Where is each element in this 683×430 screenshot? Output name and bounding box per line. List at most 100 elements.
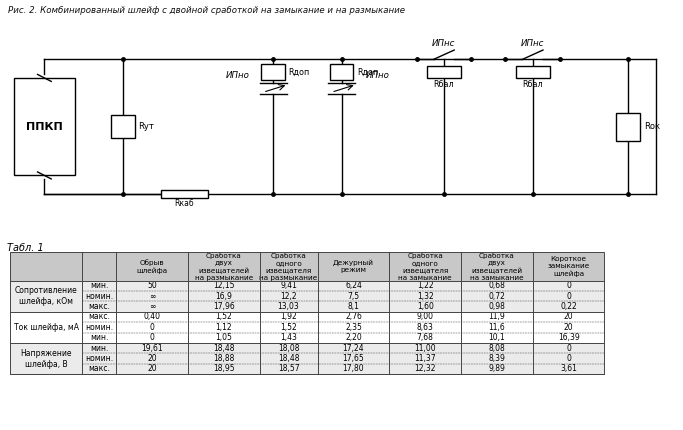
Text: Сработка
одного
извещателя
на размыкание: Сработка одного извещателя на размыкание — [260, 252, 318, 281]
Text: 12,15: 12,15 — [213, 281, 234, 290]
Text: 17,96: 17,96 — [213, 302, 234, 311]
Bar — [261, 64, 285, 80]
Text: номин.: номин. — [85, 292, 113, 301]
Text: 10,1: 10,1 — [488, 333, 505, 342]
Bar — [14, 78, 75, 175]
Text: 0: 0 — [150, 323, 154, 332]
Bar — [330, 64, 354, 80]
Text: 17,24: 17,24 — [343, 344, 364, 353]
Text: мин.: мин. — [90, 344, 108, 353]
Text: ИПно: ИПно — [225, 71, 249, 80]
Text: 12,32: 12,32 — [415, 365, 436, 374]
Text: 20: 20 — [147, 365, 157, 374]
Text: 7,68: 7,68 — [417, 333, 434, 342]
Text: 6,24: 6,24 — [345, 281, 362, 290]
Text: 17,80: 17,80 — [343, 365, 364, 374]
Text: 0,68: 0,68 — [488, 281, 505, 290]
Text: Rкаб: Rкаб — [175, 199, 194, 208]
Text: Rбал: Rбал — [522, 80, 543, 89]
Text: 8,1: 8,1 — [348, 302, 359, 311]
Text: 3,61: 3,61 — [560, 365, 577, 374]
Text: Сопротивление
шлейфа, кОм: Сопротивление шлейфа, кОм — [15, 286, 77, 306]
Text: Напряжение
шлейфа, В: Напряжение шлейфа, В — [20, 349, 72, 369]
Text: 0: 0 — [566, 292, 571, 301]
Text: 1,60: 1,60 — [417, 302, 434, 311]
Text: 9,00: 9,00 — [417, 313, 434, 322]
Text: 11,00: 11,00 — [415, 344, 436, 353]
Text: 0: 0 — [566, 354, 571, 363]
Text: 1,05: 1,05 — [215, 333, 232, 342]
Text: ∞: ∞ — [149, 292, 155, 301]
Bar — [111, 115, 135, 138]
Bar — [10, 280, 604, 312]
Bar — [10, 343, 604, 374]
Text: 2,76: 2,76 — [345, 313, 362, 322]
Text: 18,95: 18,95 — [213, 365, 234, 374]
Text: мин.: мин. — [90, 281, 108, 290]
Text: 11,6: 11,6 — [488, 323, 505, 332]
Text: 16,9: 16,9 — [215, 292, 232, 301]
Text: 0: 0 — [150, 333, 154, 342]
Text: Rдоп: Rдоп — [288, 68, 310, 77]
Text: Rут: Rут — [138, 122, 154, 131]
Bar — [10, 252, 604, 374]
Text: 18,48: 18,48 — [213, 344, 234, 353]
Text: Дежурный
режим: Дежурный режим — [333, 259, 374, 273]
Text: 18,08: 18,08 — [278, 344, 299, 353]
Text: 8,63: 8,63 — [417, 323, 434, 332]
Text: 1,52: 1,52 — [215, 313, 232, 322]
Text: 2,20: 2,20 — [345, 333, 362, 342]
Text: мин.: мин. — [90, 333, 108, 342]
Text: 18,57: 18,57 — [278, 365, 299, 374]
Text: 1,92: 1,92 — [280, 313, 297, 322]
Text: Рис. 2. Комбинированный шлейф с двойной сработкой на замыкание и на размыкание: Рис. 2. Комбинированный шлейф с двойной … — [8, 6, 405, 15]
Bar — [617, 113, 641, 141]
Text: 1,32: 1,32 — [417, 292, 434, 301]
Text: 9,41: 9,41 — [280, 281, 297, 290]
Text: 2,35: 2,35 — [345, 323, 362, 332]
Text: 11,37: 11,37 — [415, 354, 436, 363]
Text: 7,5: 7,5 — [348, 292, 359, 301]
Text: 1,52: 1,52 — [280, 323, 297, 332]
Text: 18,88: 18,88 — [213, 354, 234, 363]
Text: 8,08: 8,08 — [488, 344, 505, 353]
Text: 20: 20 — [563, 323, 574, 332]
Bar — [516, 66, 550, 78]
Text: 1,43: 1,43 — [280, 333, 297, 342]
Text: ИПнс: ИПнс — [521, 39, 544, 48]
Text: 50: 50 — [147, 281, 157, 290]
Text: 11,9: 11,9 — [488, 313, 505, 322]
Text: 20: 20 — [563, 313, 574, 322]
Text: 0,98: 0,98 — [488, 302, 505, 311]
Text: Сработка
одного
извещателя
на замыкание: Сработка одного извещателя на замыкание — [398, 252, 452, 281]
Text: 1,12: 1,12 — [215, 323, 232, 332]
Text: 16,39: 16,39 — [558, 333, 579, 342]
Text: 0,72: 0,72 — [488, 292, 505, 301]
Text: ППКП: ППКП — [26, 122, 63, 132]
Text: 0: 0 — [566, 281, 571, 290]
Text: ИПнс: ИПнс — [432, 39, 456, 48]
Text: Rок: Rок — [643, 122, 660, 131]
Bar — [10, 312, 604, 343]
Text: 9,89: 9,89 — [488, 365, 505, 374]
Text: Короткое
замыкание
шлейфа: Короткое замыкание шлейфа — [548, 256, 589, 277]
Text: Rбал: Rбал — [434, 80, 454, 89]
Text: ∞: ∞ — [149, 302, 155, 311]
Text: макс.: макс. — [88, 302, 110, 311]
Text: номин.: номин. — [85, 323, 113, 332]
Text: Табл. 1: Табл. 1 — [7, 243, 44, 253]
Text: 13,03: 13,03 — [278, 302, 299, 311]
Bar — [161, 190, 208, 198]
Text: 0,40: 0,40 — [143, 313, 161, 322]
Text: макс.: макс. — [88, 365, 110, 374]
Text: 19,61: 19,61 — [141, 344, 163, 353]
Text: макс.: макс. — [88, 313, 110, 322]
Text: Сработка
двух
извещателей
на размыкание: Сработка двух извещателей на размыкание — [195, 252, 253, 281]
Text: Обрыв
шлейфа: Обрыв шлейфа — [137, 259, 167, 273]
Text: 0: 0 — [566, 344, 571, 353]
Bar — [427, 66, 461, 78]
Text: 20: 20 — [147, 354, 157, 363]
Text: ИПно: ИПно — [365, 71, 389, 80]
Text: 8,39: 8,39 — [488, 354, 505, 363]
Text: номин.: номин. — [85, 354, 113, 363]
